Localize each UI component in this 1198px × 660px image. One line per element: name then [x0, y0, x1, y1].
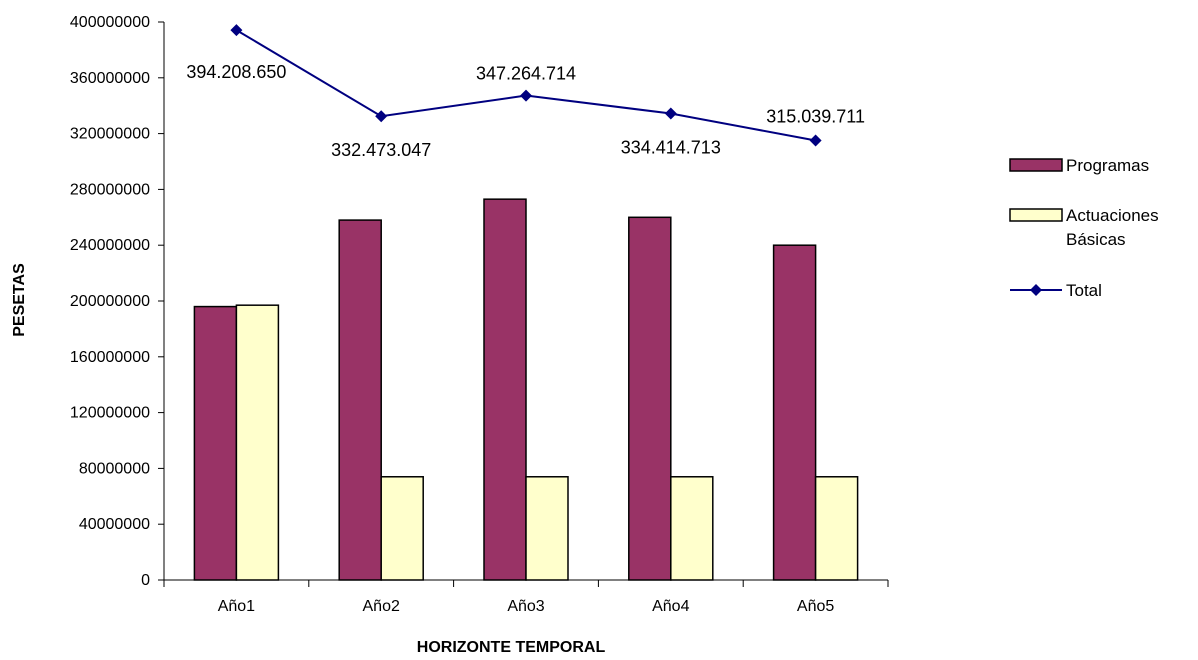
y-tick-label: 240000000 [70, 237, 150, 254]
bar-actuaciones-basicas-2 [380, 476, 424, 581]
data-label-total-2: 332.473.047 [331, 140, 431, 160]
legend-label: Programas [1066, 156, 1149, 175]
x-tick-label: Año3 [507, 598, 544, 615]
bar-actuaciones-basicas-4 [670, 476, 714, 581]
labels-layer: 394.208.650 332.473.047 347.264.714 334.414… [186, 62, 865, 160]
data-label-total-3: 347.264.714 [476, 64, 576, 84]
bar-programas-2 [338, 219, 382, 581]
data-label-total-5: 315.039.711 [766, 107, 865, 127]
x-tick-label: Año1 [218, 598, 255, 615]
legend-swatch-actuaciones-basicas [1009, 208, 1063, 222]
total-marker-1 [230, 24, 243, 37]
legend: Programas Actuaciones Básicas Total [1009, 156, 1159, 300]
axes-layer: 0 40000000 80000000 120000000 160000000 20000… [70, 14, 889, 615]
y-tick-label: 160000000 [70, 349, 150, 366]
y-tick-label: 280000000 [70, 181, 150, 198]
x-tick-label: Año5 [797, 598, 834, 615]
data-label-total-1: 394.208.650 [186, 62, 286, 82]
bar-actuaciones-basicas-5 [814, 476, 859, 581]
y-tick-label: 120000000 [70, 405, 150, 422]
y-tick-label: 400000000 [70, 14, 150, 31]
y-tick-label: 40000000 [79, 516, 150, 533]
y-tick-label: 320000000 [70, 126, 150, 143]
bar-programas-1 [193, 305, 238, 581]
total-marker-4 [664, 107, 677, 120]
legend-marker-total [1030, 284, 1042, 296]
bar-actuaciones-basicas-1 [235, 304, 280, 581]
y-tick-label: 200000000 [70, 293, 150, 310]
legend-label: Total [1066, 281, 1102, 300]
total-marker-3 [520, 89, 532, 102]
bar-programas-5 [772, 244, 817, 581]
total-marker-2 [375, 110, 388, 123]
legend-label: Actuaciones [1066, 206, 1159, 225]
bar-programas-4 [628, 216, 672, 581]
total-marker-5 [809, 134, 822, 147]
y-tick-label: 0 [141, 572, 150, 589]
x-tick-label: Año4 [652, 598, 689, 615]
legend-label: Básicas [1066, 230, 1126, 249]
legend-swatch-programas [1009, 158, 1063, 172]
y-tick-label: 360000000 [70, 70, 150, 87]
y-tick-label: 80000000 [79, 460, 150, 477]
bars-layer [193, 198, 859, 581]
bar-programas-3 [483, 198, 527, 581]
x-axis-title: HORIZONTE TEMPORAL [417, 639, 606, 656]
bar-actuaciones-basicas-3 [525, 476, 569, 581]
data-label-total-4: 334.414.713 [621, 137, 721, 157]
total-line-layer [230, 24, 822, 147]
total-line [235, 29, 816, 142]
x-tick-label: Año2 [363, 598, 400, 615]
y-axis-title: PESETAS [11, 263, 28, 337]
